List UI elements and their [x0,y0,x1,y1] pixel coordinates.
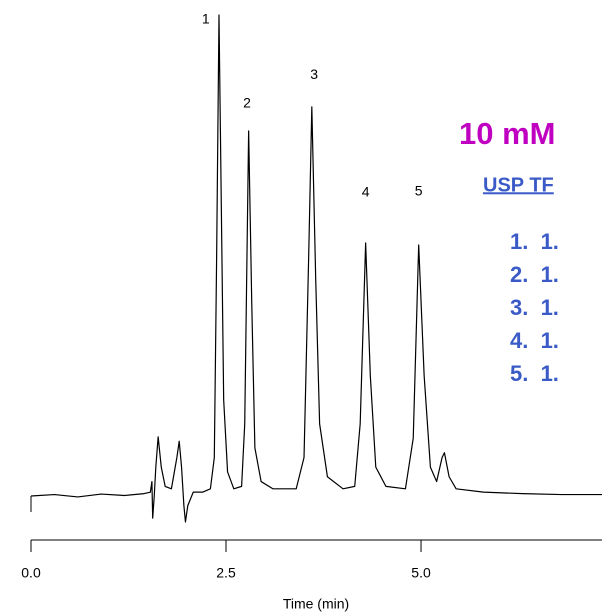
trace [30,14,602,523]
peak-label: 2 [243,95,251,111]
x-tick-label: 5.0 [411,565,431,581]
inset-item: 3. 1. [510,295,559,320]
inset-subheading: USP TF [483,174,554,196]
inset-item: 2. 1. [510,262,559,287]
inset-item: 5. 1. [510,361,559,386]
inset-item: 1. 1. [510,229,559,254]
inset-heading: 10 mM [459,116,555,151]
peak-label: 1 [202,11,210,27]
x-axis-label: Time (min) [283,596,349,612]
x-tick-label: 0.0 [21,565,41,581]
peak-label: 5 [415,183,423,199]
x-tick-label: 2.5 [216,565,236,581]
peak-label: 4 [362,184,370,200]
inset-item: 4. 1. [510,328,559,353]
peak-label: 3 [310,66,318,82]
